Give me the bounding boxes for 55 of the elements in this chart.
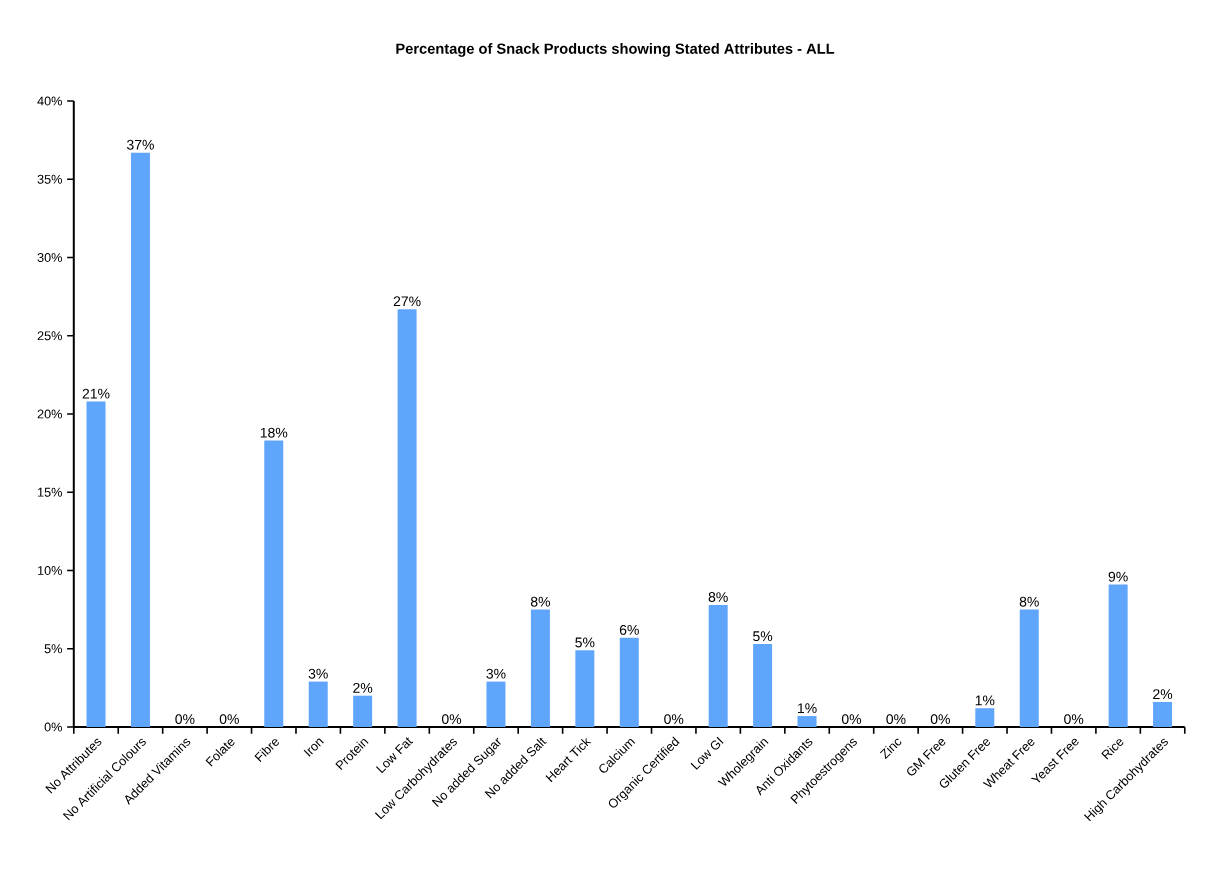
bar [708,604,728,727]
data-label: 18% [260,427,288,438]
data-label: 9% [1108,571,1128,582]
x-tick-label: GM Free [907,738,946,776]
bar [264,440,284,727]
bar [353,695,373,727]
bar [530,609,550,727]
data-label: 2% [353,682,373,693]
data-label: 3% [308,668,328,679]
bar [308,681,328,727]
data-label: 8% [530,596,551,607]
bar [486,681,506,727]
bar [797,716,817,727]
data-label: 2% [1153,689,1173,700]
bar [86,401,106,727]
data-label: 8% [1019,596,1039,607]
data-label: 8% [708,592,728,602]
data-label: 0% [930,714,950,725]
data-label: 0% [441,714,462,725]
data-label: 0% [1064,714,1084,725]
y-tick-label: 35% [37,174,62,184]
data-label: 1% [798,703,817,714]
bar [575,650,595,727]
data-label: 1% [975,695,995,706]
chart-title: Percentage of Snack Products showing Stated Attributes - ALL [396,43,835,57]
data-label: 21% [82,388,110,399]
bar [753,644,773,727]
bar [1019,609,1039,727]
data-label: 0% [664,714,684,725]
y-tick-label: 25% [37,331,62,341]
data-label: 3% [486,668,506,679]
data-label: 0% [175,714,195,725]
data-label: 5% [575,637,595,648]
y-tick-label: 15% [38,487,62,497]
bar [619,637,639,727]
bar [397,309,417,727]
x-tick-label: Iron [303,738,324,757]
x-tick-label: Zinc [879,738,902,760]
data-label: 27% [393,296,421,307]
data-label: 37% [126,139,154,150]
y-tick-label: 30% [37,253,62,262]
data-label: 6% [619,624,639,635]
bar [975,708,995,727]
data-label: 0% [841,714,862,725]
data-label: 0% [219,714,239,725]
y-tick-label: 5% [44,644,62,654]
bar [1153,701,1173,727]
y-tick-label: 20% [37,409,62,419]
y-tick-label: 40% [37,96,62,106]
data-label: 5% [753,631,773,642]
bar [130,152,150,727]
y-tick-label: 0% [44,722,62,732]
y-tick-label: 10% [38,566,62,575]
bar [1108,584,1128,727]
data-label: 0% [886,714,906,725]
